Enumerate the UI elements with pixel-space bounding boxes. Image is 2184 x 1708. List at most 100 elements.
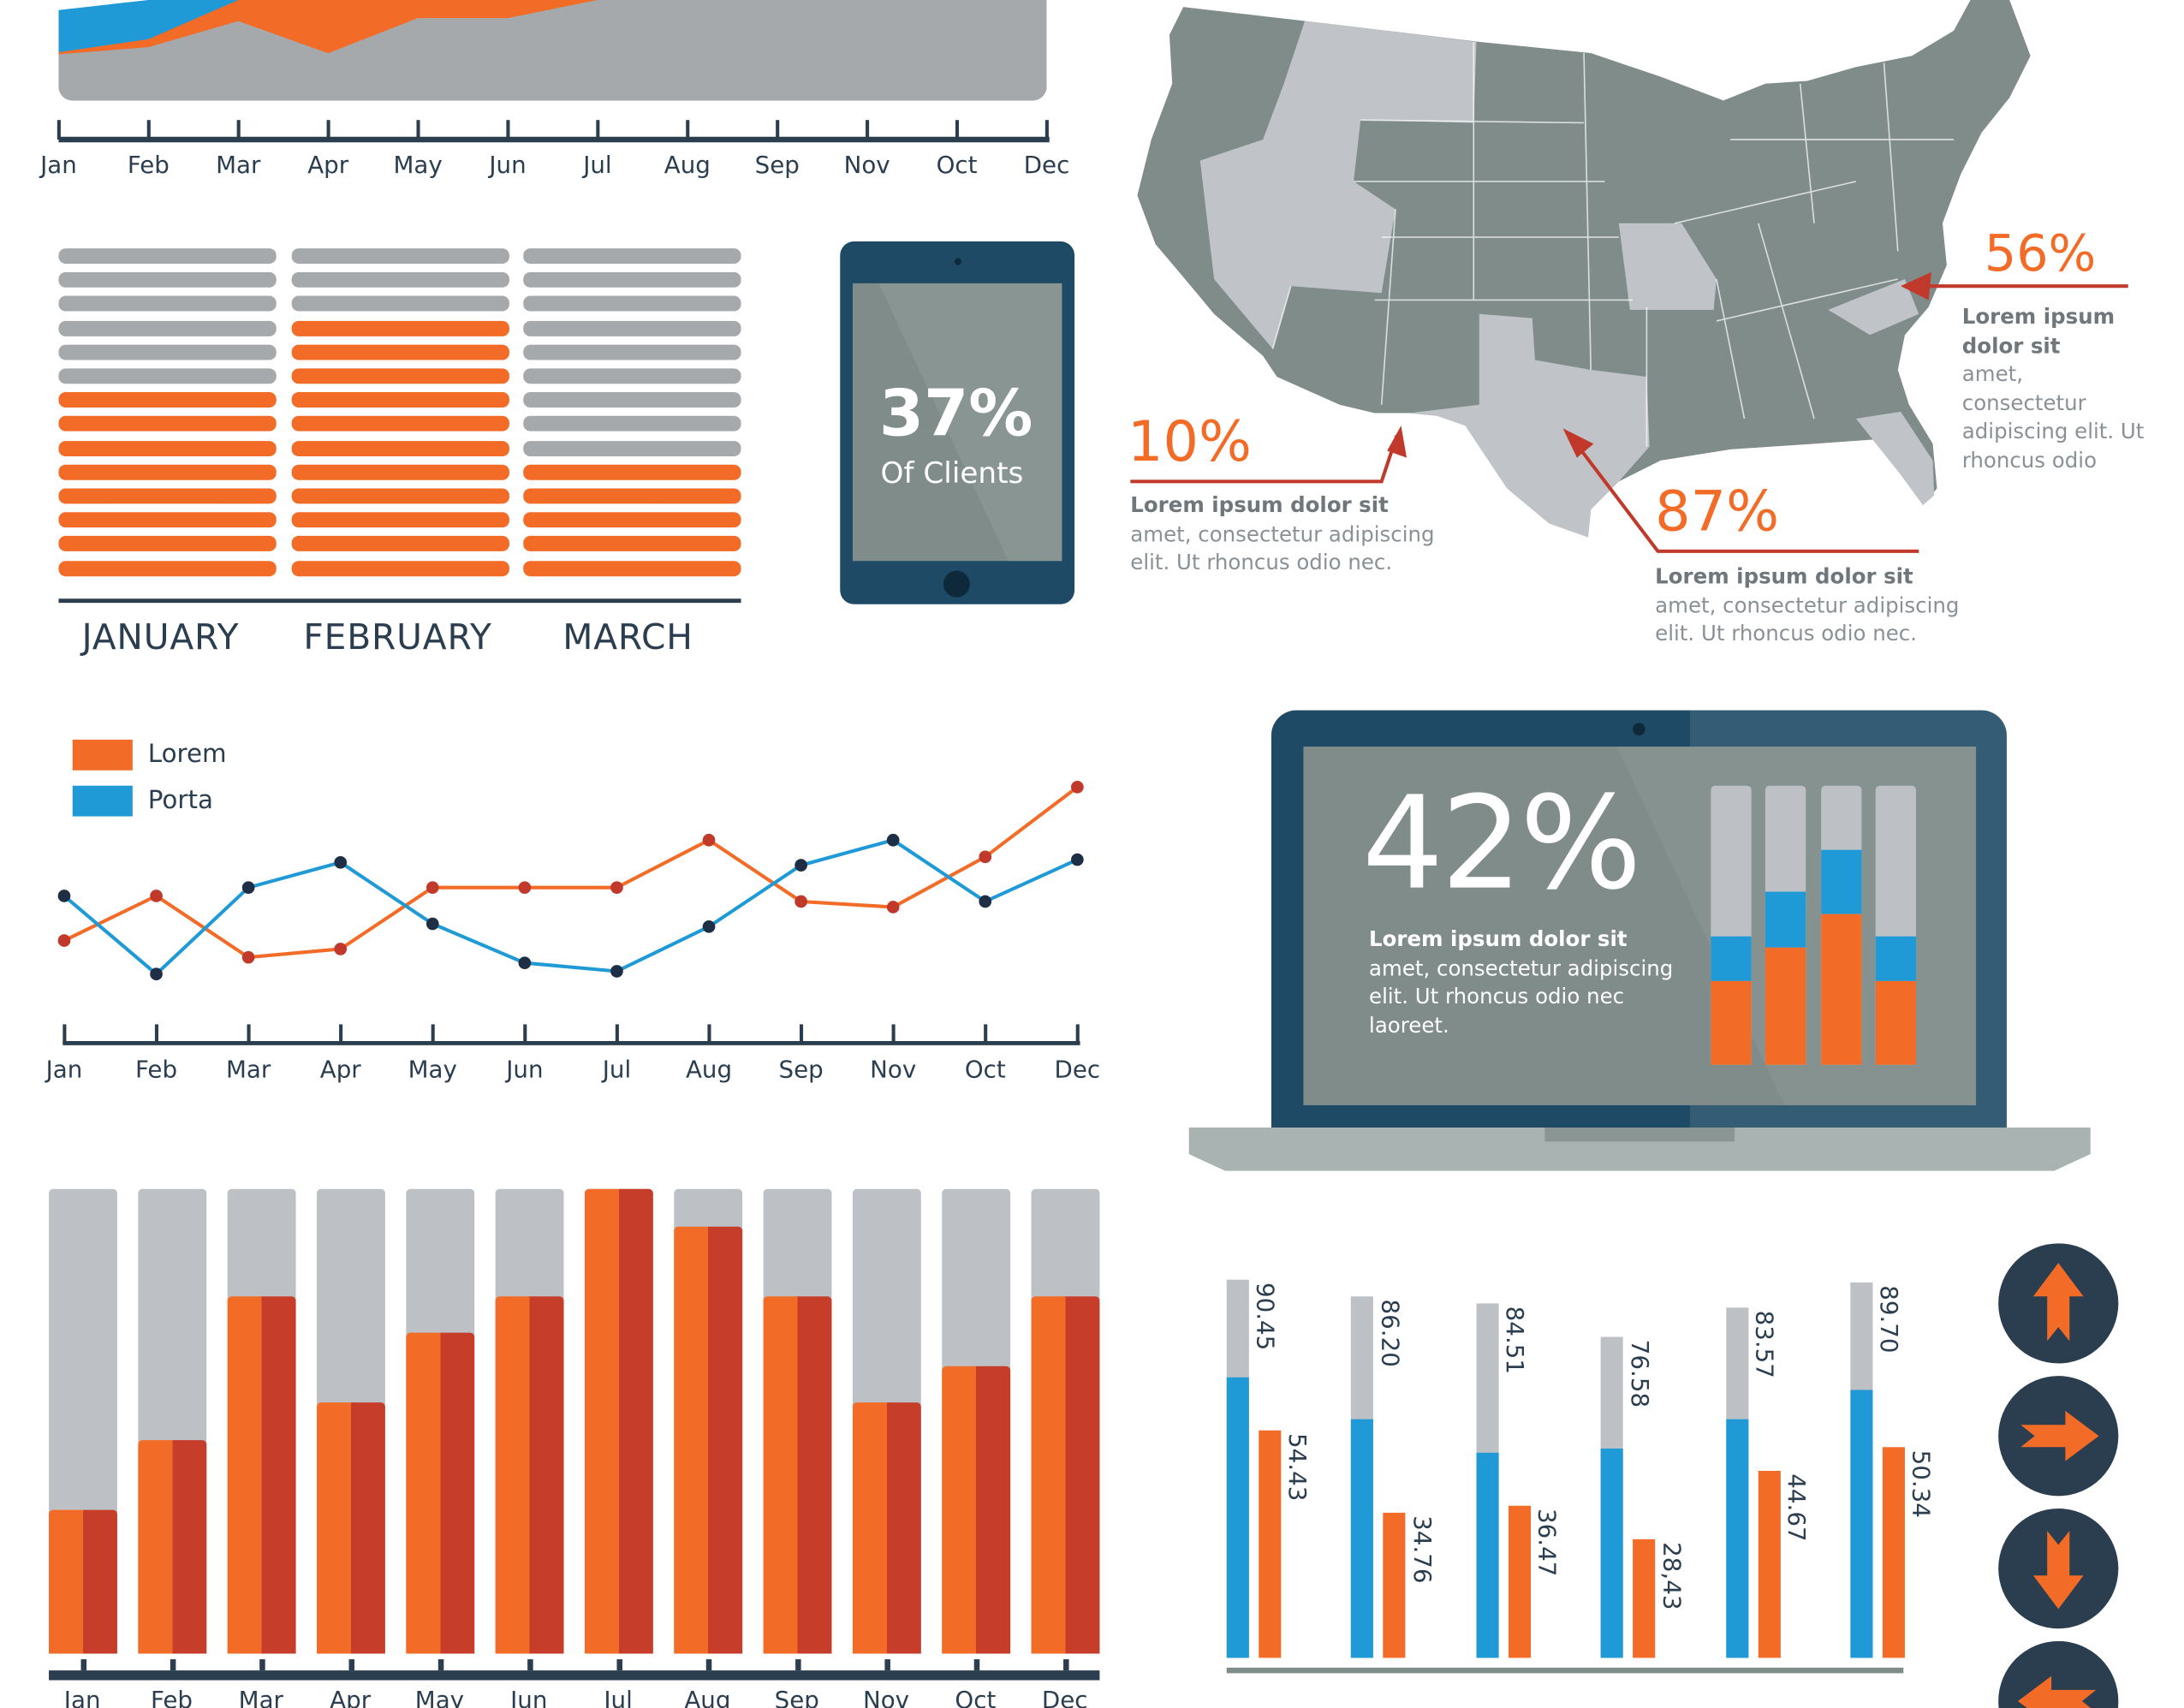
bar-value[interactable] [138,1439,207,1654]
segment-filled [291,512,509,528]
x-tick-label: Jul [601,1055,631,1083]
arrowhead-icon [1387,426,1407,458]
callout-line: elit. Ut rhoncus odio nec. [1130,550,1393,575]
tablet-home-button[interactable] [943,570,970,598]
data-point[interactable] [425,881,439,895]
arrow-up-button[interactable] [1998,1243,2119,1364]
data-point[interactable] [518,956,532,970]
data-point[interactable] [886,901,900,914]
callout-title: Lorem ipsum dolor sit [1130,492,1389,518]
x-tick [348,1659,355,1671]
segment-empty [523,440,741,456]
bar-orange[interactable] [1508,1505,1531,1658]
x-tick [170,1659,176,1671]
data-point[interactable] [518,881,532,895]
x-tick-label: Aug [664,151,711,179]
monthly-x-axis [49,1670,1100,1681]
bar-blue[interactable] [1351,1419,1374,1658]
bar-value[interactable] [674,1226,743,1654]
bar-blue[interactable] [1600,1448,1623,1658]
data-point[interactable] [334,943,348,955]
bar-gray-label: 83.57 [1749,1311,1777,1379]
laptop-bar-orange [1821,914,1862,1065]
segment-filled [523,464,741,480]
x-tick-label: Apr [307,151,349,179]
data-point[interactable] [425,917,439,931]
data-point[interactable] [610,881,623,895]
x-tick-label: Dec [1024,151,1070,179]
data-point[interactable] [1071,853,1084,866]
x-tick [984,1024,988,1044]
bar-gray-label: 89.70 [1874,1285,1902,1354]
bar-value[interactable] [406,1333,475,1654]
bar-orange[interactable] [1383,1512,1407,1658]
data-point[interactable] [57,934,71,947]
us-map-shape [1137,0,2031,538]
bar-value[interactable] [227,1295,296,1654]
tablet-caption: Of Clients [880,456,1024,491]
bar-blue[interactable] [1226,1377,1249,1658]
data-point[interactable] [241,950,255,964]
bar-value[interactable] [49,1509,117,1654]
x-tick-label: Oct [955,1687,997,1708]
x-tick-label: May [414,1687,465,1708]
x-tick-label: Jun [510,1687,548,1708]
grouped-bar-chart: 90.45 54.43 86.20 34.76 84.51 36.47 76.58 28,43… [1200,1228,1954,1688]
x-tick [596,120,600,140]
segment-empty [58,368,277,384]
segment-empty [523,320,741,336]
segment-filled [58,536,277,552]
x-tick-label: Jul [604,1687,633,1708]
arrow-right-button[interactable] [1998,1376,2119,1497]
arrow-left-button[interactable] [1998,1640,2119,1708]
bar-blue[interactable] [1476,1452,1499,1658]
segment-empty [291,272,509,289]
bar-value[interactable] [852,1402,921,1654]
bar-gray-label: 84.51 [1499,1306,1528,1375]
data-point[interactable] [150,890,163,902]
x-tick-label: Sep [779,1055,824,1083]
x-tick [62,1024,67,1044]
segment-empty [523,272,741,289]
bar-orange[interactable] [1259,1430,1282,1658]
x-tick [1044,120,1049,140]
x-tick [866,120,870,140]
bar-value[interactable] [942,1366,1011,1654]
bar-orange[interactable] [1758,1470,1781,1658]
segment-empty [58,248,277,265]
data-point[interactable] [702,919,716,933]
data-point[interactable] [241,881,255,895]
data-point[interactable] [886,833,900,847]
data-point[interactable] [57,890,71,902]
data-point[interactable] [610,965,623,978]
x-tick [955,120,960,140]
x-tick [616,1659,622,1671]
bar-gray-label: 90.45 [1250,1282,1279,1350]
data-point[interactable] [979,850,992,864]
segment-filled [291,320,509,336]
x-tick [259,1659,265,1671]
bar-orange[interactable] [1882,1447,1905,1658]
bar-blue[interactable] [1725,1419,1748,1658]
bar-value[interactable] [1031,1295,1100,1654]
data-point[interactable] [794,859,807,872]
bar-value[interactable] [317,1402,385,1654]
data-point[interactable] [979,895,992,908]
x-tick [891,1024,896,1044]
segment-empty [523,344,741,360]
data-point[interactable] [794,895,807,908]
arrow-down-icon [2032,1531,2084,1610]
data-point[interactable] [1071,780,1084,794]
bar-value[interactable] [763,1295,832,1654]
bar-value[interactable] [584,1188,653,1654]
bar-blue[interactable] [1850,1390,1873,1658]
data-point[interactable] [150,967,163,981]
x-tick [527,1659,533,1671]
bar-orange-label: 34.76 [1407,1515,1436,1584]
data-point[interactable] [702,833,716,847]
data-point[interactable] [334,856,348,869]
arrow-down-button[interactable] [1998,1509,2119,1629]
bar-value[interactable] [495,1295,564,1654]
x-tick-label: Oct [937,151,978,179]
bar-orange[interactable] [1633,1538,1656,1658]
